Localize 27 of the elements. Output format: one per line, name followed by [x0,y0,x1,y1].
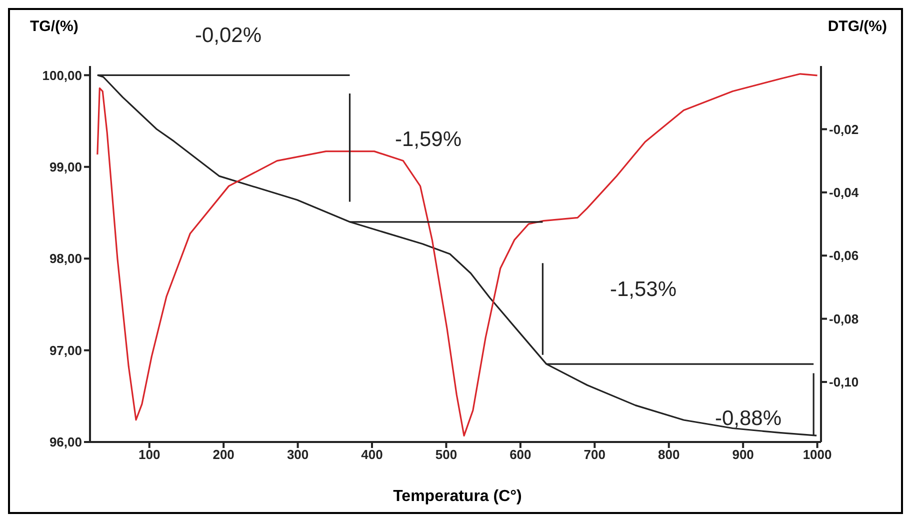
y-tick-label: 96,00 [49,434,82,450]
annotation: -1,53% [610,278,677,302]
x-tick-label: 500 [435,447,458,462]
x-tick-label: 200 [212,447,234,462]
x-tick-label: 900 [732,447,754,462]
y2-tick-label: -0,06 [829,248,859,264]
y-axis-title: TG/(%) [30,18,78,35]
y-tick-label: 97,00 [49,342,82,358]
x-tick-label: 100 [138,447,160,462]
y-tick-label: 99,00 [49,159,82,174]
y2-tick-label: -0,02 [829,122,859,137]
annotation: -0,88% [715,407,782,431]
x-tick-label: 400 [361,447,383,462]
x-tick-label: 800 [658,447,680,462]
y2-tick-label: -0,04 [829,185,860,200]
x-tick-label: 700 [584,447,606,462]
y2-tick-label: -0,10 [829,374,859,390]
y-tick-label: 100,00 [42,68,82,83]
y-tick-label: 98,00 [49,251,82,266]
text: -0,02% [195,24,262,48]
x-tick-label: 600 [510,447,532,462]
x-tick-label: 1000 [802,447,832,462]
y2-axis-title: DTG/(%) [828,18,887,35]
x-axis-title: Temperatura (C°) [392,488,523,506]
y2-tick-label: -0,08 [829,311,859,326]
x-tick-label: 300 [286,447,309,462]
annotation: -1,59% [395,128,462,152]
